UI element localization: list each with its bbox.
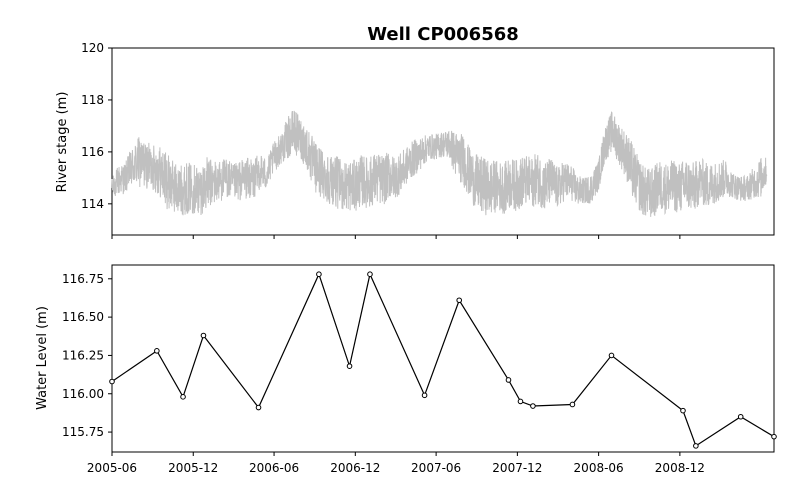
- water-level-point: [346, 363, 353, 369]
- water-level-point: [367, 271, 373, 277]
- river-stage-y-tick-label: 120: [81, 41, 104, 55]
- river-stage-series: [111, 110, 768, 217]
- water-level-plot-frame: [111, 264, 775, 453]
- water-level-point: [154, 348, 160, 354]
- water-level-series: [109, 271, 777, 449]
- river-stage-x-axis: [111, 235, 681, 239]
- water-level-point: [693, 443, 699, 449]
- water-level-x-tick-label: 2005-06: [87, 461, 137, 475]
- water-level-x-tick-label: 2006-12: [330, 461, 380, 475]
- water-level-point: [421, 392, 428, 399]
- water-level-point: [737, 413, 744, 420]
- water-level-y-tick-label: 116.50: [62, 310, 104, 324]
- water-level-point: [530, 403, 536, 409]
- water-level-y-tick-label: 116.00: [62, 387, 104, 401]
- water-level-point: [109, 378, 115, 385]
- river-stage-line: [111, 110, 768, 217]
- water-level-x-axis: 2005-06 2005-12 2006-06 2006-12 2007-06 2007-…: [87, 452, 705, 475]
- water-level-x-tick-label: 2008-12: [655, 461, 705, 475]
- river-stage-y-tick-label: 114: [81, 197, 104, 211]
- river-stage-plot-frame: [111, 47, 775, 236]
- water-level-point: [255, 404, 262, 411]
- water-level-y-tick-label: 116.25: [62, 348, 104, 362]
- water-level-y-tick-label: 115.75: [62, 425, 104, 439]
- water-level-x-tick-label: 2008-06: [574, 461, 624, 475]
- river-stage-panel: 114 116 118 120 River stage (m): [55, 41, 775, 239]
- chart-title: Well CP006568: [367, 24, 519, 45]
- water-level-x-tick-label: 2005-12: [168, 461, 218, 475]
- water-level-x-tick-label: 2007-06: [411, 461, 461, 475]
- water-level-y-axis: 115.75 116.00 116.25 116.50 116.75: [62, 272, 112, 439]
- water-level-point: [316, 271, 322, 277]
- water-level-point: [569, 401, 576, 408]
- water-level-point: [180, 394, 186, 400]
- river-stage-y-label: River stage (m): [55, 92, 70, 193]
- water-level-line: [111, 272, 775, 447]
- river-stage-y-axis: 114 116 118 120: [81, 41, 112, 211]
- river-stage-y-tick-label: 118: [81, 93, 104, 107]
- river-stage-y-tick-label: 116: [81, 145, 104, 159]
- water-level-x-tick-label: 2007-12: [492, 461, 542, 475]
- water-level-x-tick-label: 2006-06: [249, 461, 299, 475]
- water-level-y-label: Water Level (m): [35, 306, 50, 410]
- water-level-point: [456, 297, 463, 304]
- water-level-point: [200, 332, 207, 339]
- water-level-point: [680, 407, 686, 414]
- water-level-point: [517, 398, 524, 405]
- water-level-point: [505, 377, 512, 383]
- water-level-point: [771, 433, 777, 440]
- water-level-y-tick-label: 116.75: [62, 272, 104, 286]
- water-level-point: [608, 352, 615, 359]
